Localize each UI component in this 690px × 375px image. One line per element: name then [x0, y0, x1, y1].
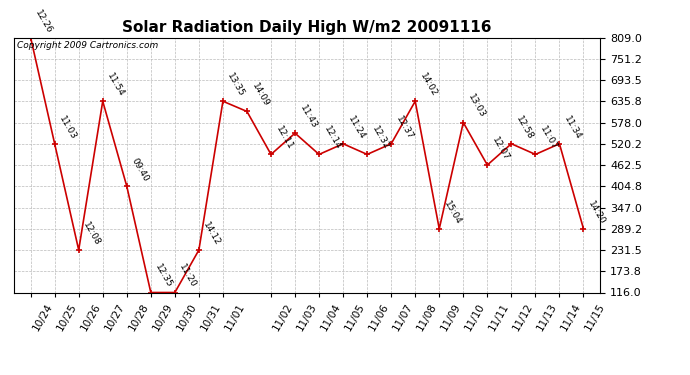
Text: 12:26: 12:26 [33, 8, 54, 35]
Text: 11:54: 11:54 [106, 72, 126, 99]
Text: 09:40: 09:40 [130, 157, 150, 183]
Text: 12:14: 12:14 [322, 125, 342, 152]
Text: 12:32: 12:32 [370, 125, 391, 152]
Text: 11:34: 11:34 [562, 114, 583, 141]
Text: 11:24: 11:24 [346, 114, 366, 141]
Text: Copyright 2009 Cartronics.com: Copyright 2009 Cartronics.com [17, 41, 158, 50]
Text: 13:03: 13:03 [466, 93, 487, 120]
Title: Solar Radiation Daily High W/m2 20091116: Solar Radiation Daily High W/m2 20091116 [122, 20, 492, 35]
Text: 12:58: 12:58 [514, 114, 535, 141]
Text: 11:07: 11:07 [538, 125, 559, 152]
Text: 12:07: 12:07 [490, 135, 511, 162]
Text: 13:35: 13:35 [226, 72, 246, 99]
Text: 14:20: 14:20 [586, 199, 607, 226]
Text: 15:04: 15:04 [442, 199, 463, 226]
Text: 12:08: 12:08 [81, 220, 102, 247]
Text: 12:11: 12:11 [274, 125, 295, 152]
Text: 12:37: 12:37 [394, 114, 415, 141]
Text: 11:03: 11:03 [57, 114, 78, 141]
Text: 11:43: 11:43 [298, 104, 319, 130]
Text: 14:02: 14:02 [418, 72, 439, 99]
Text: 11:20: 11:20 [177, 263, 198, 290]
Text: 14:09: 14:09 [250, 82, 270, 109]
Text: 12:35: 12:35 [154, 263, 175, 290]
Text: 14:12: 14:12 [201, 220, 222, 247]
